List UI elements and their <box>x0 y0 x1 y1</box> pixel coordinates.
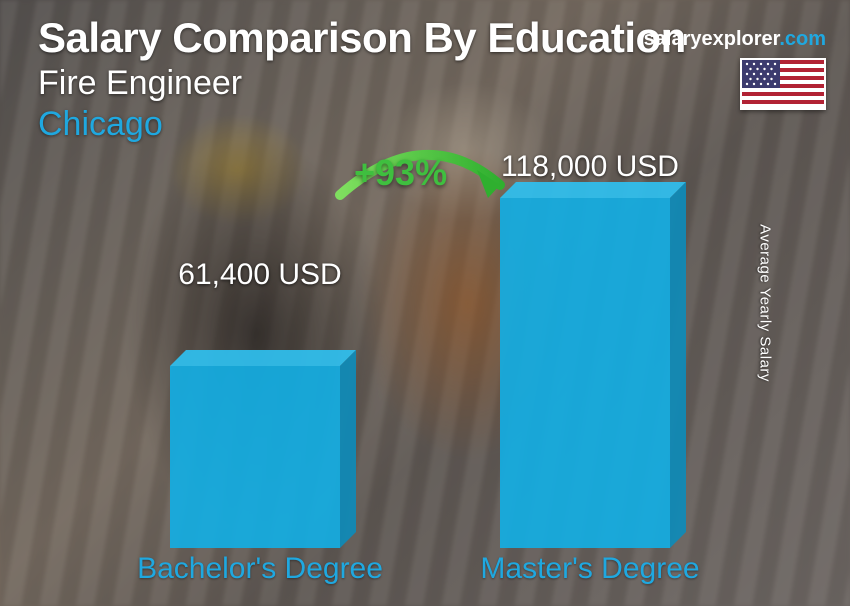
bar-front-face <box>170 366 340 548</box>
bar-top-face <box>500 182 686 198</box>
category-label: Bachelor's Degree <box>130 552 390 586</box>
content-layer: Salary Comparison By Education Fire Engi… <box>0 0 850 606</box>
bar-value-label: 61,400 USD <box>130 258 390 292</box>
bar-front-face <box>500 198 670 548</box>
bar-side-face <box>670 182 686 548</box>
bar-masters <box>500 182 686 548</box>
bar-value-label: 118,000 USD <box>460 150 720 184</box>
bar-side-face <box>340 350 356 548</box>
bar-top-face <box>170 350 356 366</box>
category-label: Master's Degree <box>460 552 720 586</box>
bar-bachelors <box>170 350 356 548</box>
bar-chart: 61,400 USD Bachelor's Degree 118,000 USD… <box>0 0 850 606</box>
